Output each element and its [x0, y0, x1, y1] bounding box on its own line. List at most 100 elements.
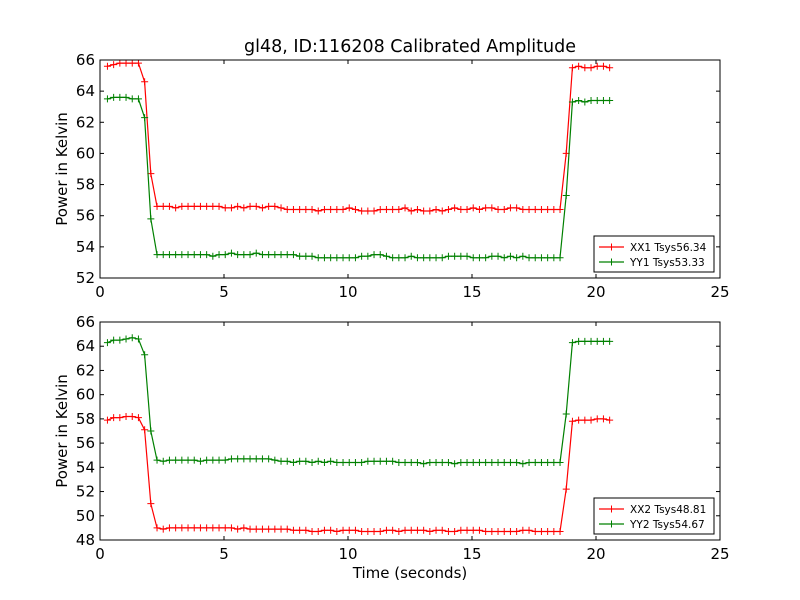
- bottom-series-2-point: [575, 337, 583, 345]
- bottom-y-axis-label: Power in Kelvin: [53, 374, 71, 488]
- top-series-2-point: [568, 98, 576, 106]
- top-series-2-point: [153, 251, 161, 259]
- top-series-2-point: [283, 251, 291, 259]
- bottom-series-1-point: [314, 528, 322, 536]
- bottom-series-1-point: [376, 528, 384, 536]
- top-series-2-point: [606, 96, 614, 104]
- bottom-y-tick-label: 52: [76, 483, 95, 501]
- bottom-y-tick-label: 50: [76, 507, 95, 525]
- top-series-1-point: [482, 204, 490, 212]
- bottom-series-2-point: [277, 457, 285, 465]
- bottom-series-2-point: [296, 457, 304, 465]
- top-series-2-point: [116, 93, 124, 101]
- bottom-series-2-point: [116, 336, 124, 344]
- bottom-series-1-point: [283, 525, 291, 533]
- bottom-series-1-point: [599, 415, 607, 423]
- bottom-series-1-point: [345, 526, 353, 534]
- top-series-1-point: [463, 205, 471, 213]
- top-series-2-point: [389, 254, 397, 262]
- top-series-2-point: [196, 251, 204, 259]
- bottom-series-2-point: [401, 458, 409, 466]
- top-series-1-point: [339, 205, 347, 213]
- bottom-series-1-point: [537, 528, 545, 536]
- top-series-2-point: [277, 251, 285, 259]
- top-series-1-point: [370, 207, 378, 215]
- bottom-series-2-point: [320, 458, 328, 466]
- top-series-2-point: [562, 191, 570, 199]
- top-series-2-point: [382, 252, 390, 260]
- bottom-series-1-point: [339, 526, 347, 534]
- bottom-series-1-point: [221, 524, 229, 532]
- top-series-1-point: [587, 64, 595, 72]
- top-series-1-point: [432, 205, 440, 213]
- bottom-series-2-point: [382, 457, 390, 465]
- bottom-series-1-point: [234, 525, 242, 533]
- top-series-2-point: [376, 251, 384, 259]
- top-series-2-point: [370, 251, 378, 259]
- top-series-2-point: [469, 254, 477, 262]
- top-series-1-point: [593, 62, 601, 70]
- top-series-2-point: [184, 251, 192, 259]
- top-legend: XX1 Tsys56.34 YY1 Tsys53.33: [593, 235, 715, 273]
- top-series-1-point: [178, 202, 186, 210]
- top-series-2-point: [444, 252, 452, 260]
- bottom-series-1-point: [110, 414, 118, 422]
- bottom-axes-frame: [99, 321, 721, 541]
- top-x-tick-label: 10: [338, 283, 357, 301]
- top-series-2-point: [141, 114, 149, 122]
- bottom-series-2-point: [469, 458, 477, 466]
- bottom-series-1-point: [513, 528, 521, 536]
- top-series-1-point: [209, 202, 217, 210]
- top-series-1-point: [575, 62, 583, 70]
- top-series-1-point: [184, 202, 192, 210]
- top-series-2-point: [221, 251, 229, 259]
- top-legend-marker-1: [608, 243, 615, 251]
- bottom-series-2: [103, 334, 614, 468]
- top-series-2-point: [240, 251, 248, 259]
- top-series-2-point: [599, 96, 607, 104]
- top-series-2-point: [296, 252, 304, 260]
- bottom-legend-entry-2: YY2 Tsys54.67: [599, 519, 705, 531]
- bottom-series-1-point: [401, 526, 409, 534]
- top-series-1-point: [568, 64, 576, 72]
- bottom-series-2-point: [420, 460, 428, 468]
- bottom-series-1-point: [116, 414, 124, 422]
- bottom-series-2-point: [258, 455, 266, 463]
- top-series-1-point: [395, 205, 403, 213]
- top-series-1-point: [327, 205, 335, 213]
- top-series-2-point: [432, 254, 440, 262]
- bottom-series-1-point: [420, 526, 428, 534]
- top-series-1-point: [246, 202, 254, 210]
- top-panel: Power in Kelvin 0 5 10 15 20 25 52 54 56 58 60 62 64…: [53, 51, 730, 301]
- bottom-series-2-point: [599, 337, 607, 345]
- top-x-tick-label: 20: [586, 283, 605, 301]
- bottom-series-1-point: [240, 524, 248, 532]
- top-series-1-point: [451, 204, 459, 212]
- bottom-series-1-point: [550, 528, 558, 536]
- bottom-y-tick-label: 64: [76, 337, 95, 355]
- top-series-1-point: [302, 205, 310, 213]
- bottom-legend: XX2 Tsys48.81 YY2 Tsys54.67: [593, 497, 715, 535]
- bottom-series-2-point: [550, 458, 558, 466]
- top-series-1-point: [389, 205, 397, 213]
- top-y-tick-label: 64: [76, 82, 95, 100]
- bottom-series-2-point: [308, 458, 316, 466]
- top-series-1-point: [258, 204, 266, 212]
- bottom-legend-box: [593, 497, 715, 535]
- top-series-1-point: [525, 205, 533, 213]
- top-series-2-point: [500, 254, 508, 262]
- bottom-series-2-point: [147, 427, 155, 435]
- top-series-2-point: [457, 252, 465, 260]
- top-y-tick-label: 52: [76, 269, 95, 287]
- top-series-2-point: [544, 254, 552, 262]
- top-series-1-point: [271, 202, 279, 210]
- top-x-tick-label: 5: [219, 283, 229, 301]
- top-series-2-point: [289, 251, 297, 259]
- top-series-2-point: [395, 254, 403, 262]
- bottom-series-1-point: [556, 528, 564, 536]
- top-series-1-point: [519, 205, 527, 213]
- bottom-series-1-point: [463, 526, 471, 534]
- bottom-series-1-point: [165, 524, 173, 532]
- top-series-2-point: [246, 251, 254, 259]
- bottom-series-2-point: [376, 457, 384, 465]
